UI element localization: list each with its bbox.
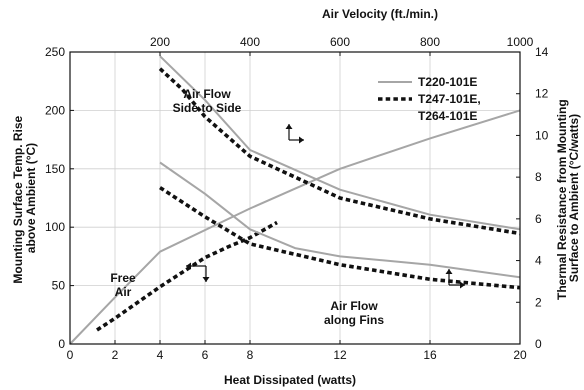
right-tick-label: 4 (535, 254, 542, 268)
top-axis-title: Air Velocity (ft./min.) (322, 7, 438, 21)
bottom-tick-label: 2 (112, 348, 119, 362)
arrow-along-fins-v-head (445, 269, 453, 274)
annotation-1: Free Air (110, 271, 136, 299)
series-line-1 (96, 220, 278, 332)
arrow-side-to-side-v-head (285, 124, 293, 129)
right-tick-label: 0 (535, 337, 542, 351)
left-axis-title-line2: above Ambient (°C) (24, 143, 38, 253)
right-axis-title-line1: Thermal Resistance from Mounting (555, 99, 569, 300)
right-tick-label: 6 (535, 212, 542, 226)
bottom-axis-title: Heat Dissipated (watts) (224, 373, 356, 387)
annotation-2: Air Flow along Fins (324, 299, 384, 327)
top-tick-label: 1000 (507, 35, 534, 49)
left-tick-label: 50 (52, 279, 66, 293)
plot-frame (69, 51, 521, 345)
annotation-2-line-0: Air Flow (330, 299, 378, 313)
direction-arrows (186, 124, 465, 289)
arrow-along-fins-h-head (460, 281, 465, 289)
plot-background (70, 52, 520, 344)
right-tick-label: 8 (535, 170, 542, 184)
right-tick-label: 14 (535, 45, 549, 59)
left-tick-label: 100 (45, 220, 65, 234)
annotation-0-line-1: Side to Side (173, 101, 242, 115)
bottom-tick-label: 20 (513, 348, 527, 362)
legend-label-2: T264-101E (418, 109, 477, 123)
right-tick-label: 10 (535, 128, 549, 142)
left-axis-title: Mounting Surface Temp. Rise above Ambien… (11, 112, 38, 283)
top-tick-label: 200 (150, 35, 170, 49)
series-line-0 (69, 109, 521, 345)
top-axis-ticks: 200 400 600 800 1000 (150, 35, 534, 56)
series-line-3 (158, 67, 521, 236)
right-tick-label: 2 (535, 295, 542, 309)
annotation-0: Air Flow Side to Side (173, 87, 242, 115)
bottom-tick-label: 8 (247, 348, 254, 362)
legend-label-1: T247-101E, (418, 92, 481, 106)
annotation-0-line-0: Air Flow (183, 87, 231, 101)
annotation-1-line-1: Air (115, 285, 132, 299)
left-tick-label: 250 (45, 45, 65, 59)
right-axis-title: Thermal Resistance from Mounting Surface… (555, 96, 581, 300)
arrow-free-air-h-head (186, 262, 191, 270)
series-line-2 (159, 55, 521, 231)
annotation-1-line-0: Free (110, 271, 136, 285)
right-tick-label: 12 (535, 87, 549, 101)
top-tick-label: 400 (240, 35, 260, 49)
left-tick-label: 150 (45, 162, 65, 176)
legend-label-0: T220-101E (418, 75, 477, 89)
right-axis-title-line2: Surface to Ambient (°C/watts) (567, 114, 581, 282)
bottom-tick-label: 6 (202, 348, 209, 362)
annotation-2-line-1: along Fins (324, 313, 384, 327)
arrow-side-to-side-h-head (299, 136, 304, 144)
bottom-tick-label: 4 (157, 348, 164, 362)
series-layer (69, 55, 521, 345)
legend: T220-101E T247-101E, T264-101E (378, 75, 481, 123)
left-axis-title-line1: Mounting Surface Temp. Rise (11, 115, 25, 283)
top-tick-label: 800 (420, 35, 440, 49)
left-tick-label: 200 (45, 103, 65, 117)
left-axis-ticks: 0 50 100 150 200 250 (45, 45, 74, 351)
top-tick-label: 600 (330, 35, 350, 49)
bottom-axis-ticks: 0 2 4 6 8 12 16 20 (67, 340, 527, 362)
bottom-tick-label: 0 (67, 348, 74, 362)
right-axis-ticks: 0 2 4 6 8 10 12 14 (516, 45, 549, 351)
bottom-tick-label: 12 (333, 348, 347, 362)
bottom-tick-label: 16 (423, 348, 437, 362)
left-tick-label: 0 (58, 337, 65, 351)
series-line-4 (159, 161, 521, 279)
arrow-free-air-v-head (202, 277, 210, 282)
